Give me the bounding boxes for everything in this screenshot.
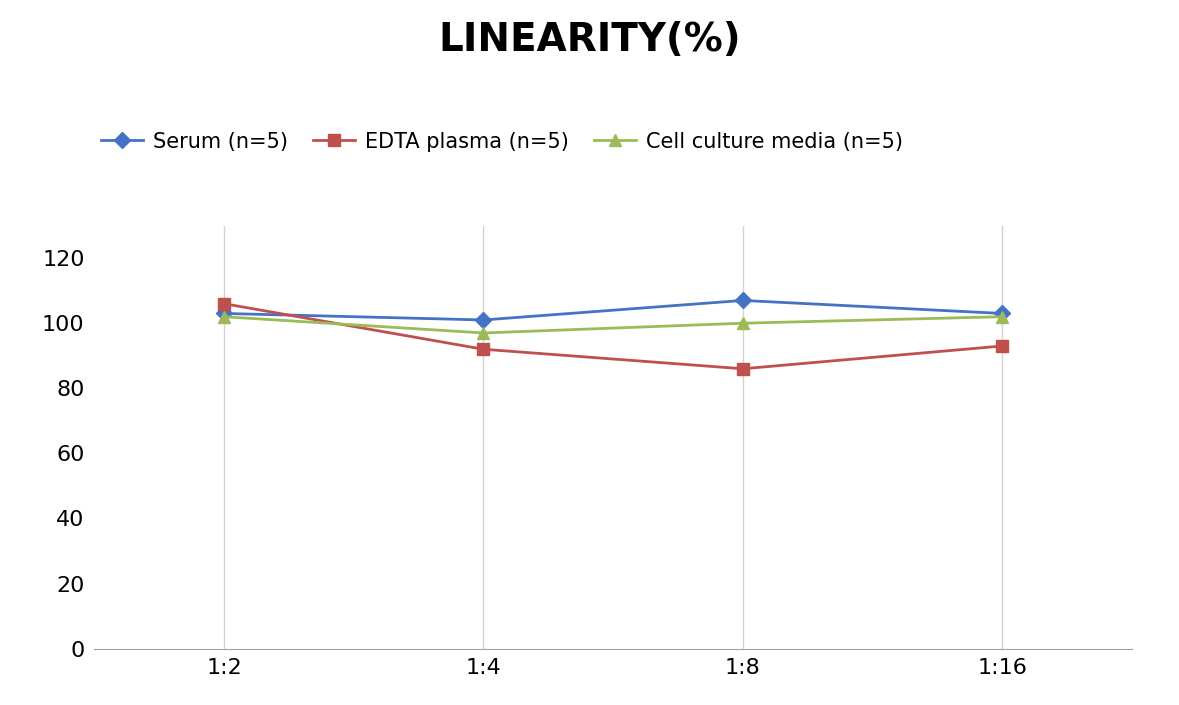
Line: Serum (n=5): Serum (n=5)	[218, 295, 1008, 326]
EDTA plasma (n=5)	[217, 300, 231, 308]
Legend: Serum (n=5), EDTA plasma (n=5), Cell culture media (n=5): Serum (n=5), EDTA plasma (n=5), Cell cul…	[93, 123, 911, 160]
Cell culture media (n=5)	[736, 319, 750, 327]
Cell culture media (n=5)	[476, 329, 490, 337]
Serum (n=5)	[736, 296, 750, 305]
EDTA plasma (n=5)	[736, 364, 750, 373]
EDTA plasma (n=5)	[995, 342, 1009, 350]
Serum (n=5)	[995, 309, 1009, 318]
Cell culture media (n=5)	[995, 312, 1009, 321]
Line: Cell culture media (n=5): Cell culture media (n=5)	[218, 311, 1008, 338]
Cell culture media (n=5)	[217, 312, 231, 321]
EDTA plasma (n=5)	[476, 345, 490, 353]
Text: LINEARITY(%): LINEARITY(%)	[439, 21, 740, 59]
Serum (n=5)	[217, 309, 231, 318]
Serum (n=5)	[476, 316, 490, 324]
Line: EDTA plasma (n=5): EDTA plasma (n=5)	[218, 298, 1008, 374]
